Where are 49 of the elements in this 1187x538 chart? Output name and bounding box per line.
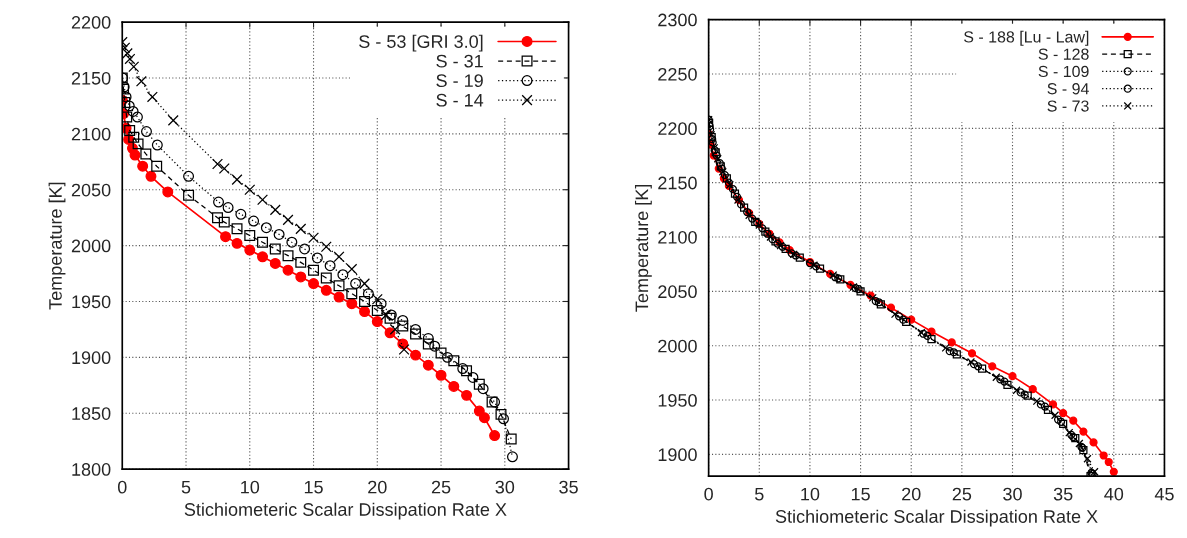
legend-label: S - 73	[1047, 100, 1089, 112]
x-tick-label: 0	[704, 487, 713, 501]
legend-label: S - 128	[1038, 48, 1089, 60]
y-tick-label: 2300	[658, 13, 697, 27]
y-tick-label: 2250	[658, 67, 697, 81]
y-tick-label: 2200	[658, 122, 697, 136]
x-tick-label: 15	[304, 480, 323, 494]
y-tick-label: 2000	[658, 339, 697, 353]
x-tick-label: 5	[181, 480, 191, 494]
y-tick-label: 2150	[71, 71, 111, 85]
x-tick-label: 30	[1003, 487, 1022, 501]
x-tick-label: 0	[117, 480, 127, 494]
y-tick-label: 2050	[71, 183, 111, 197]
y-tick-label: 1950	[658, 393, 697, 407]
x-tick-label: 10	[241, 480, 260, 494]
x-tick-label: 45	[1154, 487, 1174, 501]
legend-label: S - 109	[1038, 65, 1089, 78]
y-tick-label: 1900	[658, 448, 697, 462]
y-tick-label: 1950	[72, 295, 111, 309]
y-tick-label: 1800	[72, 463, 111, 476]
legend-label: S - 14	[436, 93, 484, 107]
y-axis-title: Temperature [K]	[634, 184, 652, 312]
x-tick-label: 20	[902, 487, 921, 501]
y-tick-label: 1900	[72, 351, 111, 365]
x-tick-label: 25	[431, 480, 451, 494]
y-tick-label: 2000	[71, 239, 111, 253]
x-tick-label: 5	[754, 487, 764, 501]
y-axis-title: Temperature [K]	[48, 182, 66, 310]
legend-label: S - 53 [GRI 3.0]	[359, 34, 483, 52]
legend-label: S - 94	[1047, 83, 1089, 95]
x-tick-label: 40	[1104, 487, 1124, 501]
legend-label: S - 188 [Lu - Law]	[964, 30, 1089, 46]
x-tick-label: 15	[851, 487, 870, 501]
y-tick-label: 2050	[658, 285, 697, 299]
x-tick-label: 35	[1053, 487, 1073, 501]
x-tick-label: 25	[952, 487, 972, 501]
y-tick-label: 2150	[658, 176, 697, 190]
x-tick-label: 30	[495, 480, 515, 494]
legend-label: S - 31	[436, 54, 483, 68]
y-tick-label: 1850	[72, 407, 111, 420]
y-tick-label: 2100	[658, 230, 697, 244]
x-tick-label: 20	[368, 480, 387, 494]
legend-label: S - 19	[436, 74, 483, 88]
y-tick-label: 2100	[71, 127, 111, 141]
x-axis-title: Stichiometeric Scalar Dissipation Rate X	[775, 509, 1098, 527]
x-axis-title: Stichiometeric Scalar Dissipation Rate X	[184, 502, 507, 520]
y-tick-label: 2200	[71, 15, 111, 29]
x-tick-label: 35	[559, 480, 578, 494]
x-tick-label: 10	[801, 487, 820, 501]
